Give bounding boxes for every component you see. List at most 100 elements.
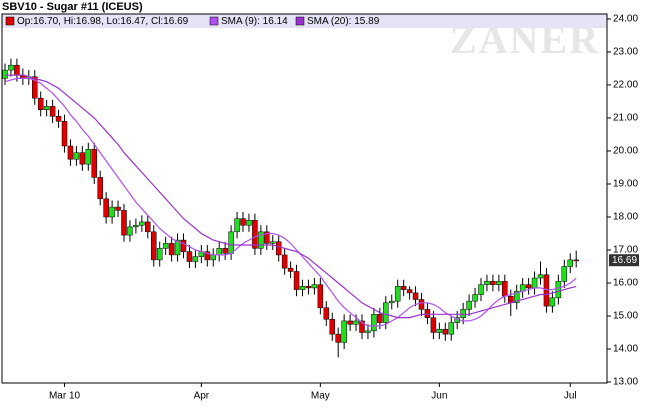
candle-body <box>210 254 216 261</box>
candle-body <box>329 319 335 335</box>
candle-body <box>37 97 44 110</box>
x-tick-label: Mar 10 <box>49 391 81 402</box>
candle-body <box>549 297 556 307</box>
candle-body <box>335 333 341 343</box>
candle-body <box>151 231 157 261</box>
legend-label: Op:16.70, Hi:16.98, Lo:16.47, Cl:16.69 <box>17 16 189 27</box>
y-tick-label: 18.00 <box>613 212 638 223</box>
plot-frame <box>1 13 608 384</box>
candle-body <box>246 220 252 226</box>
candle-body <box>543 274 550 307</box>
last-price-box <box>609 254 639 267</box>
y-tick-label: 17.00 <box>613 245 638 256</box>
legend-label: SMA (20): 15.89 <box>307 16 380 27</box>
candle-body <box>555 281 562 299</box>
x-tick-label: Jul <box>564 391 577 402</box>
candle-body <box>216 248 222 256</box>
candle-body <box>2 69 8 79</box>
x-tick-label: Jun <box>431 391 447 402</box>
candle-body <box>281 254 288 269</box>
candle-body <box>561 266 568 282</box>
candle-body <box>252 220 258 249</box>
candle-body <box>258 231 264 249</box>
candle-body <box>365 330 371 333</box>
candle-body <box>133 224 139 228</box>
candle-body <box>14 64 20 76</box>
candle-body <box>442 328 449 335</box>
candle-body <box>341 320 347 343</box>
candle-body <box>287 267 294 272</box>
candle-body <box>567 259 573 267</box>
candle-body <box>115 206 121 211</box>
legend-swatch <box>295 16 305 26</box>
y-tick-label: 13.00 <box>613 377 638 388</box>
candle-body <box>323 307 330 320</box>
candle-body <box>43 106 50 110</box>
candle-body <box>484 281 490 285</box>
x-tick-label: May <box>311 391 330 402</box>
candle-body <box>436 328 443 333</box>
candle-body <box>156 248 163 261</box>
candle-body <box>305 286 312 289</box>
candle-body <box>460 309 466 318</box>
candle-body <box>573 259 579 262</box>
candle-body <box>275 241 282 256</box>
candle-body <box>466 300 472 310</box>
candle-body <box>162 243 169 249</box>
sma-line <box>5 74 577 319</box>
candle-body <box>537 274 544 279</box>
candle-body <box>91 149 97 178</box>
candle-body <box>49 106 56 117</box>
y-tick-label: 23.00 <box>613 47 638 58</box>
y-tick-label: 16.00 <box>613 278 638 289</box>
candle-body <box>513 290 520 304</box>
sma-line <box>4 77 577 327</box>
candle-body <box>394 286 401 302</box>
candle-body <box>448 322 454 335</box>
candle-body <box>240 218 246 226</box>
candle-body <box>222 248 228 254</box>
candle-body <box>121 210 127 236</box>
candle-body <box>228 231 234 254</box>
candle-body <box>317 284 324 308</box>
candle-body <box>359 320 365 333</box>
candle-body <box>293 271 300 290</box>
legend-bar <box>2 14 607 28</box>
candle-body <box>55 116 62 122</box>
y-tick-label: 15.00 <box>613 311 638 322</box>
candle-body <box>412 292 419 300</box>
candle-body <box>234 218 240 233</box>
candle-body <box>377 314 383 323</box>
y-tick-label: 19.00 <box>613 179 638 190</box>
legend-swatch <box>5 16 15 26</box>
candle-body <box>174 239 181 256</box>
candle-body <box>97 177 103 200</box>
candle-body <box>180 239 187 252</box>
candle-body <box>478 284 484 295</box>
candle-body <box>299 286 306 290</box>
y-tick-label: 14.00 <box>613 344 638 355</box>
y-tick-label: 22.00 <box>613 80 638 91</box>
candle-body <box>61 121 68 147</box>
y-tick-label: 24.00 <box>613 14 638 25</box>
y-tick-label: 20.00 <box>613 146 638 157</box>
candle-body <box>418 299 425 310</box>
candle-body <box>79 152 86 165</box>
candle-body <box>347 320 353 325</box>
candle-body <box>264 231 270 244</box>
candle-body <box>139 221 145 226</box>
candle-body <box>525 284 532 289</box>
candle-body <box>127 226 133 236</box>
candle-body <box>400 286 407 290</box>
candle-body <box>85 149 92 165</box>
candle-body <box>67 145 74 160</box>
candle-body <box>8 64 14 71</box>
candle-body <box>109 206 115 218</box>
chart-title: SBV10 - Sugar #11 (ICEUS) <box>2 1 143 13</box>
legend-swatch <box>209 16 219 26</box>
candle-body <box>204 251 211 261</box>
candle-body <box>270 241 276 244</box>
candle-body <box>103 198 109 218</box>
candle-body <box>496 281 502 285</box>
legend-label: SMA (9): 16.14 <box>221 16 288 27</box>
